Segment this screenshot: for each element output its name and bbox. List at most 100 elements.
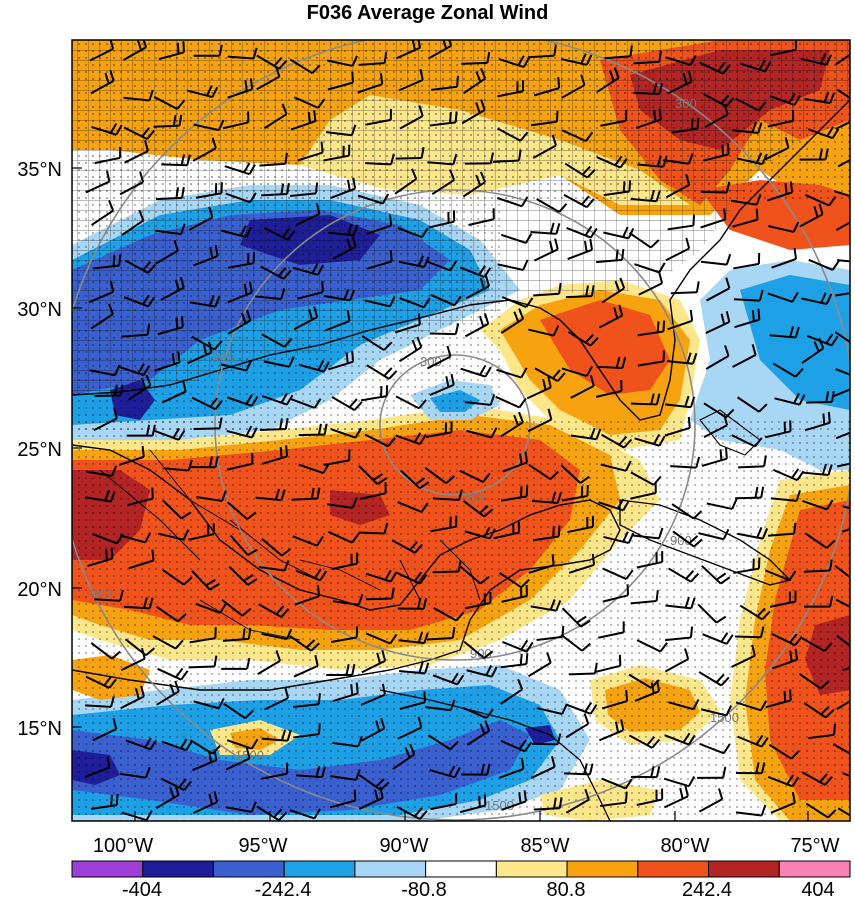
wind-barb [155,229,182,236]
wind-barb [162,568,185,586]
wind-barb-flag [411,40,416,51]
wind-barb [366,224,392,235]
wind-barb [221,598,243,617]
wind-barb-flag [141,445,145,457]
wind-barb-flag [789,181,794,193]
wind-barb [289,58,313,75]
wind-barb [193,700,220,710]
wind-barb-flag [558,282,562,294]
wind-barb [733,567,760,574]
wind-barb [668,701,694,711]
wind-barb [162,499,183,520]
wind-barb [327,503,354,509]
wind-barb [767,776,793,788]
wind-barb [804,194,830,207]
wind-barb-flag [449,260,458,271]
wind-barb-flag [180,670,189,681]
wind-barb [634,437,660,447]
wind-barb [290,120,316,131]
wind-barb [119,534,146,544]
wind-barb [85,675,110,689]
wind-barb-flag [790,750,800,760]
wind-barb-flag [524,451,529,463]
wind-barb [188,665,215,669]
wind-barb-flag [783,690,787,702]
wind-barb [670,291,697,295]
central-america-coastline [379,689,611,821]
wind-barb [468,218,495,226]
wind-barb-flag [687,153,694,165]
colorbar-swatch [354,860,427,878]
wind-barb-flag [353,401,363,411]
wind-barb-flag [618,304,624,316]
wind-barb-flag [455,611,465,622]
wind-barb [700,218,726,229]
wind-barb-flag [321,766,327,778]
wind-barb-flag [413,571,423,582]
lon-label: 80°W [660,835,709,857]
wind-barb [261,333,285,348]
wind-barb-flag [213,749,218,761]
wind-barb-flag [627,532,635,544]
wind-barb-flag [723,414,729,426]
wind-barb [90,313,114,330]
wind-barb-flag [521,196,529,207]
wind-barb [365,572,392,583]
wind-barb-flag [417,313,421,325]
wind-barb-flag [584,788,590,800]
wind-barb-flag [351,71,355,83]
wind-barb-flag [183,576,193,586]
wind-barb [461,109,486,125]
wind-barb [189,739,214,755]
wind-barb-flag [523,790,528,802]
wind-barb [836,700,850,710]
wind-barb [462,500,485,518]
wind-barb-flag [180,154,186,166]
wind-barb [594,664,621,674]
lon-label: 85°W [520,835,569,857]
wind-barb [193,801,218,814]
wind-barb [188,533,215,541]
wind-barb [802,471,829,477]
wind-barb [225,806,252,813]
wind-barb [698,532,724,541]
wind-barb-flag [589,336,599,347]
wind-barb-flag [249,78,254,90]
wind-barb [803,702,827,719]
wind-barb-flag [589,704,598,715]
wind-barb [563,772,590,776]
wind-barb-flag [169,683,175,695]
wind-barb-flag [548,240,554,253]
wind-barb [765,699,792,709]
wind-barb [633,91,660,96]
wind-barb-flag [423,691,426,703]
wind-barb-flag [174,784,180,796]
wind-barb-flag [482,472,491,483]
wind-barb-flag [479,315,485,327]
wind-barb-flag [722,766,727,778]
wind-barb [598,501,624,512]
wind-barb-flag [619,158,628,169]
wind-barb-flag [374,789,379,801]
wind-barb [700,190,727,194]
wind-barb-flag [310,642,320,652]
wind-barb [395,395,420,410]
wind-barb [292,703,319,709]
wind-barb [123,296,149,308]
wind-barb-flag [351,235,357,248]
wind-barb-flag [209,247,214,259]
wind-barb [328,530,353,544]
wind-barb-flag [830,390,835,403]
wind-barb [630,197,657,203]
wind-barb-flag [144,737,152,748]
wind-barb [394,323,421,334]
wind-barb [502,641,527,653]
wind-barb [432,570,459,574]
wind-barb-flag [277,267,287,277]
wind-barb [289,809,315,820]
wind-barb [735,97,760,112]
wind-barb-flag [757,122,763,134]
wind-barb [364,433,389,448]
wind-barb-flag [351,55,358,67]
wind-barb [530,120,557,127]
